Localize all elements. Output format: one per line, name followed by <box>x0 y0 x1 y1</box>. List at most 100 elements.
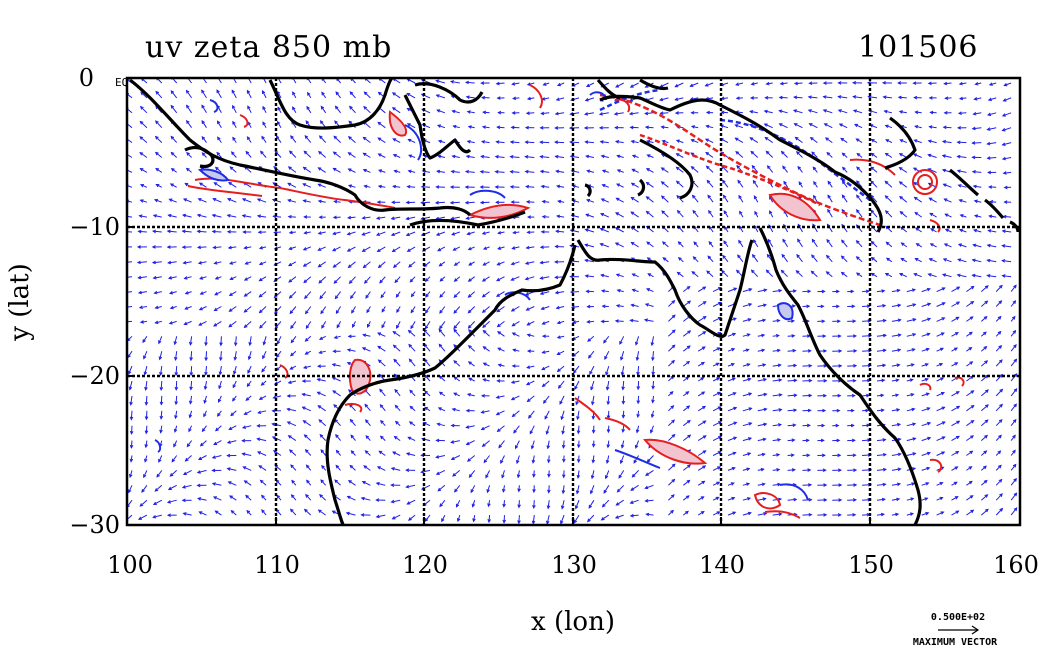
wind-vector <box>635 440 640 449</box>
wind-vector <box>587 320 594 323</box>
wind-vector <box>690 97 699 100</box>
wind-vector <box>127 514 133 521</box>
wind-vector-arrowhead-icon <box>317 509 322 513</box>
wind-vector-arrowhead-icon <box>912 153 917 157</box>
wind-vector-arrowhead-icon <box>288 230 293 235</box>
wind-vector-arrowhead-icon <box>391 107 396 111</box>
wind-vector <box>826 271 833 278</box>
wind-vector <box>212 455 222 459</box>
wind-vector-arrowhead-icon <box>348 280 353 284</box>
wind-vector-arrowhead-icon <box>850 423 855 428</box>
wind-vector-arrowhead-icon <box>762 363 767 367</box>
wind-vector-arrowhead-icon <box>781 253 786 258</box>
wind-vector <box>303 276 312 283</box>
wind-vector <box>573 365 580 374</box>
wind-vector-arrowhead-icon <box>541 366 546 371</box>
wind-vector <box>510 141 520 144</box>
wind-vector-arrowhead-icon <box>997 315 1002 320</box>
wind-vector-arrowhead-icon <box>956 126 962 130</box>
wind-vector <box>348 216 356 219</box>
wind-vector-arrowhead-icon <box>584 228 589 232</box>
wind-vector-arrowhead-icon <box>636 386 641 391</box>
wind-vector <box>705 82 714 87</box>
wind-vector-arrowhead-icon <box>852 81 857 85</box>
wind-vector-arrowhead-icon <box>687 330 692 334</box>
wind-vector <box>570 141 580 144</box>
wind-vector-arrowhead-icon <box>836 408 841 413</box>
wind-vector-arrowhead-icon <box>706 179 711 184</box>
wind-vector-arrowhead-icon <box>437 247 442 252</box>
wind-vector <box>454 484 461 493</box>
wind-vector-arrowhead-icon <box>539 140 544 145</box>
wind-vector <box>676 166 684 173</box>
wind-vector-arrowhead-icon <box>895 378 900 383</box>
wind-vector <box>980 435 988 441</box>
wind-vector-arrowhead-icon <box>700 377 705 381</box>
wind-vector-arrowhead-icon <box>940 377 945 381</box>
wind-vector <box>712 287 722 293</box>
wind-vector-arrowhead-icon <box>841 194 846 199</box>
wind-vector <box>247 106 252 114</box>
wind-vector-arrowhead-icon <box>806 423 811 428</box>
wind-vector <box>497 425 505 432</box>
wind-vector-arrowhead-icon <box>556 214 561 219</box>
wind-vector-arrowhead-icon <box>898 181 903 185</box>
wind-vector-arrowhead-icon <box>392 451 397 455</box>
wind-vector-arrowhead-icon <box>691 270 696 275</box>
wind-vector-arrowhead-icon <box>363 91 368 96</box>
wind-vector-arrowhead-icon <box>600 198 605 202</box>
wind-vector <box>175 380 178 390</box>
wind-vector <box>306 464 312 471</box>
wind-vector-arrowhead-icon <box>230 509 235 514</box>
wind-vector-arrowhead-icon <box>998 419 1003 423</box>
wind-vector-arrowhead-icon <box>999 507 1004 512</box>
wind-vector <box>794 82 803 85</box>
wind-vector-arrowhead-icon <box>292 106 296 111</box>
wind-vector-arrowhead-icon <box>792 423 797 428</box>
wind-vector <box>127 107 133 114</box>
wind-vector <box>167 499 177 503</box>
wind-vector-arrowhead-icon <box>706 270 711 275</box>
wind-vector-arrowhead-icon <box>852 378 857 383</box>
wind-vector-arrowhead-icon <box>174 386 179 391</box>
wind-vector <box>751 165 759 173</box>
wind-vector-arrowhead-icon <box>512 230 517 235</box>
wind-vector <box>212 214 222 218</box>
wind-vector-arrowhead-icon <box>1012 449 1016 454</box>
wind-vector-arrowhead-icon <box>450 216 455 221</box>
wind-vector-arrowhead-icon <box>466 110 471 114</box>
wind-vector-arrowhead-icon <box>748 422 753 426</box>
wind-vector <box>259 261 267 265</box>
wind-vector-arrowhead-icon <box>898 272 903 277</box>
wind-vector-arrowhead-icon <box>545 520 550 525</box>
wind-vector-arrowhead-icon <box>777 438 782 442</box>
wind-vector-arrowhead-icon <box>510 277 515 281</box>
wind-vector-arrowhead-icon <box>791 438 796 442</box>
wind-vector <box>980 285 989 292</box>
wind-vector <box>528 410 535 419</box>
wind-vector-arrowhead-icon <box>645 472 650 476</box>
wind-vector <box>601 155 609 158</box>
wind-vector <box>632 470 639 478</box>
wind-vector <box>497 261 505 266</box>
wind-vector-arrowhead-icon <box>838 468 843 473</box>
wind-vector-arrowhead-icon <box>261 135 265 140</box>
wind-vector <box>184 276 192 280</box>
wind-vector <box>348 184 356 188</box>
wind-vector-arrowhead-icon <box>958 228 963 233</box>
wind-vector-arrowhead-icon <box>620 444 625 449</box>
wind-vector-arrowhead-icon <box>512 348 517 352</box>
wind-vector <box>757 289 767 293</box>
wind-vector <box>811 254 818 263</box>
wind-vector-arrowhead-icon <box>453 325 458 330</box>
wind-vector-arrowhead-icon <box>453 309 458 314</box>
wind-vector-arrowhead-icon <box>988 185 993 189</box>
wind-vector <box>318 183 326 188</box>
wind-vector <box>452 110 460 114</box>
wind-vector-arrowhead-icon <box>925 482 930 486</box>
wind-vector <box>541 365 550 370</box>
wind-vector <box>466 81 475 84</box>
wind-vector-arrowhead-icon <box>288 262 292 267</box>
wind-vector-arrowhead-icon <box>897 437 902 442</box>
wind-vector <box>128 485 133 493</box>
